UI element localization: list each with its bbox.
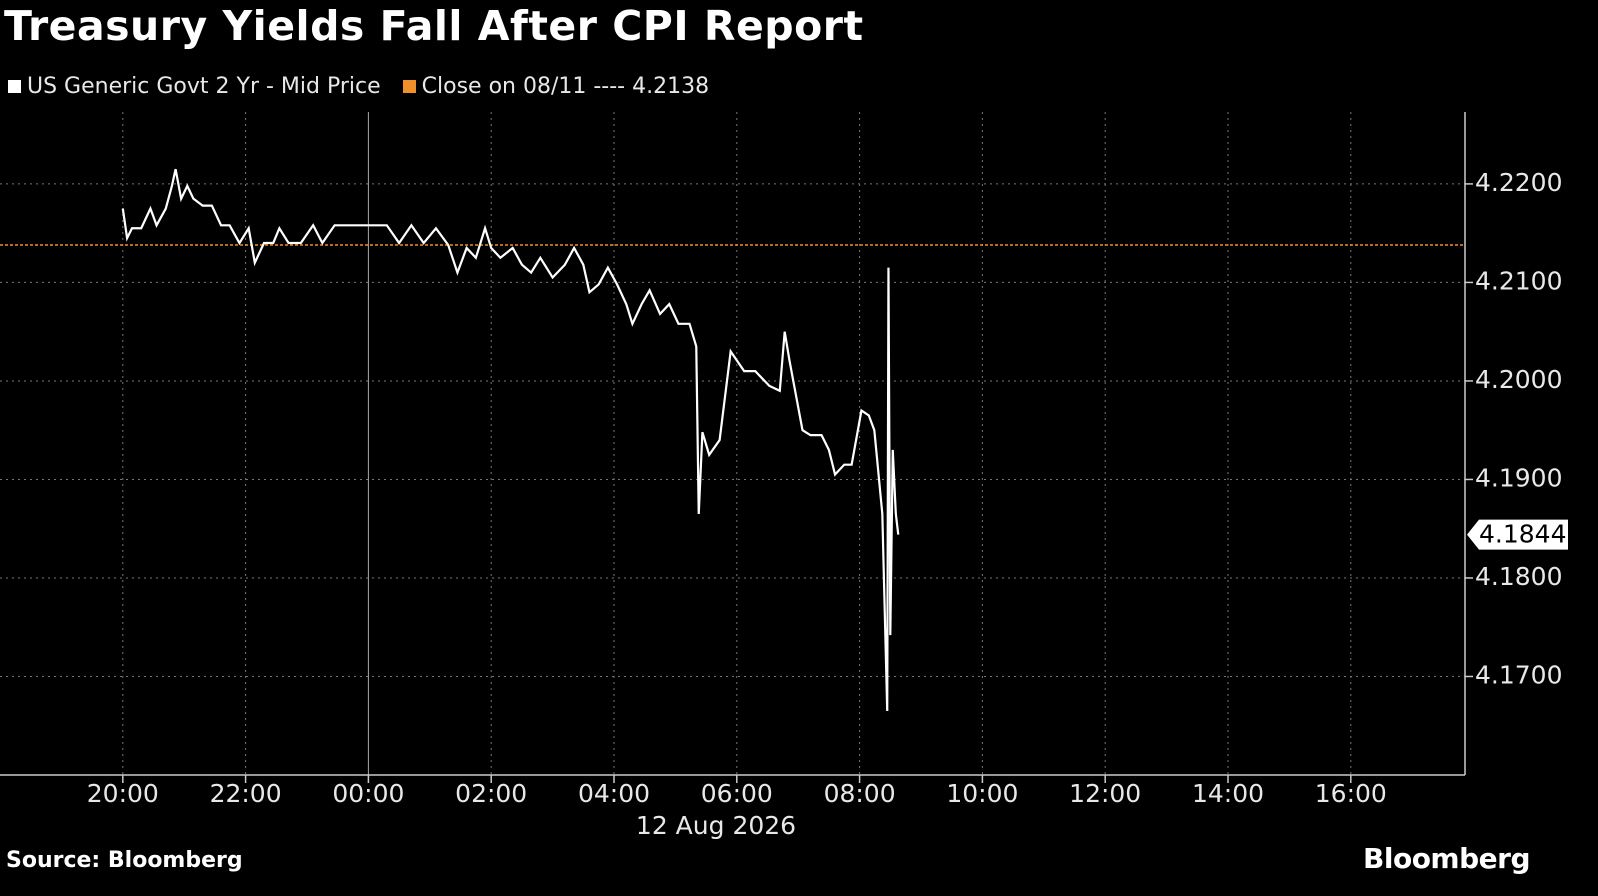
last-value-label: 4.1844 [1479,520,1566,549]
legend-value: 4.2138 [632,74,710,99]
x-tick-label: 02:00 [455,779,527,808]
x-tick-label: 04:00 [578,779,650,808]
x-tick-label: 22:00 [210,779,282,808]
x-tick-label: 20:00 [87,779,159,808]
legend-swatch [402,80,416,93]
legend-label: US Generic Govt 2 Yr - Mid Price [27,74,381,99]
x-tick-label: 14:00 [1192,779,1264,808]
legend-label: Close on 08/11 ---- [421,74,626,99]
x-axis-label: 12 Aug 2026 [636,811,796,840]
legend-item: Close on 08/11 ---- 4.2138 [402,74,710,99]
y-tick-label: 4.2200 [1475,168,1562,197]
legend-item: US Generic Govt 2 Yr - Mid Price [8,74,381,99]
x-tick-label: 12:00 [1069,779,1141,808]
y-tick-label: 4.2100 [1475,266,1562,295]
x-tick-label: 16:00 [1315,779,1387,808]
source: Source: Bloomberg [6,848,243,873]
line-series [121,168,900,711]
y-tick-label: 4.1700 [1475,660,1562,689]
last-value-tag [1467,519,1568,550]
x-tick-label: 10:00 [946,779,1018,808]
legend: US Generic Govt 2 Yr - Mid Price Close o… [8,74,731,99]
chart-title: Treasury Yields Fall After CPI Report [4,2,864,50]
y-tick-label: 4.1900 [1475,463,1562,492]
y-tick-label: 4.2000 [1475,365,1562,394]
legend-swatch [8,80,21,93]
brand: Bloomberg [1363,842,1530,875]
x-tick-label: 08:00 [824,779,896,808]
y-tick-label: 4.1800 [1475,562,1562,591]
x-tick-label: 06:00 [701,779,773,808]
x-tick-label: 00:00 [332,779,404,808]
